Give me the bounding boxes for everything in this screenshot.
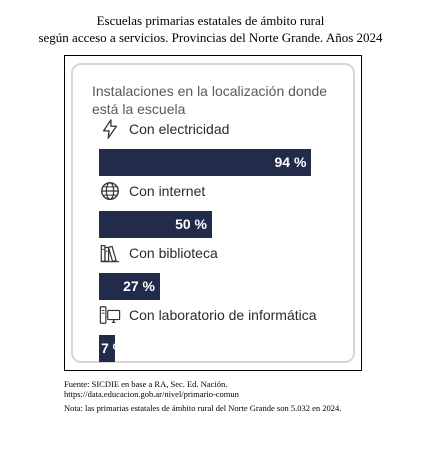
category-row-con-electricidad: Con electricidad: [99, 117, 229, 141]
bar-value-label: 7 %: [101, 340, 115, 356]
footnote: Nota: las primarias estatales de ámbito …: [64, 403, 342, 413]
source-line-2: https://data.educacion.gob.ar/nivel/prim…: [64, 389, 239, 399]
bar-value-label: 50 %: [175, 216, 207, 232]
category-row-con-internet: Con internet: [99, 179, 205, 203]
chart-card: Instalaciones en la localización donde e…: [71, 63, 355, 363]
computer-icon: [99, 304, 121, 326]
title-line-2: según acceso a servicios. Provincias del…: [38, 30, 383, 45]
title-line-1: Escuelas primarias estatales de ámbito r…: [96, 13, 325, 28]
bar-con-internet: 50 %: [99, 211, 212, 238]
card-heading: Instalaciones en la localización donde e…: [92, 83, 328, 117]
lightning-icon: [99, 118, 121, 140]
globe-icon: [99, 180, 121, 202]
bar-value-label: 94 %: [274, 154, 307, 170]
category-label: Con electricidad: [129, 121, 230, 137]
books-icon: [99, 242, 121, 264]
bar-con-electricidad: 94 %: [99, 149, 312, 176]
bar-con-laboratorio-de-informatica: 7 %: [99, 335, 115, 362]
category-label: Con internet: [129, 183, 206, 199]
bar-con-biblioteca: 27 %: [99, 273, 161, 300]
category-label: Con laboratorio de informática: [129, 307, 317, 323]
category-row-con-laboratorio-de-informatica: Con laboratorio de informática: [99, 303, 317, 327]
source-line-1: Fuente: SICDIE en base a RA, Sec. Ed. Na…: [64, 379, 228, 389]
category-row-con-biblioteca: Con biblioteca: [99, 241, 218, 265]
chart-footer: Fuente: SICDIE en base a RA, Sec. Ed. Na…: [64, 379, 364, 413]
bar-value-label: 27 %: [123, 278, 156, 294]
category-label: Con biblioteca: [129, 245, 218, 261]
chart-frame: Instalaciones en la localización donde e…: [64, 55, 362, 371]
chart-title: Escuelas primarias estatales de ámbito r…: [0, 12, 421, 46]
